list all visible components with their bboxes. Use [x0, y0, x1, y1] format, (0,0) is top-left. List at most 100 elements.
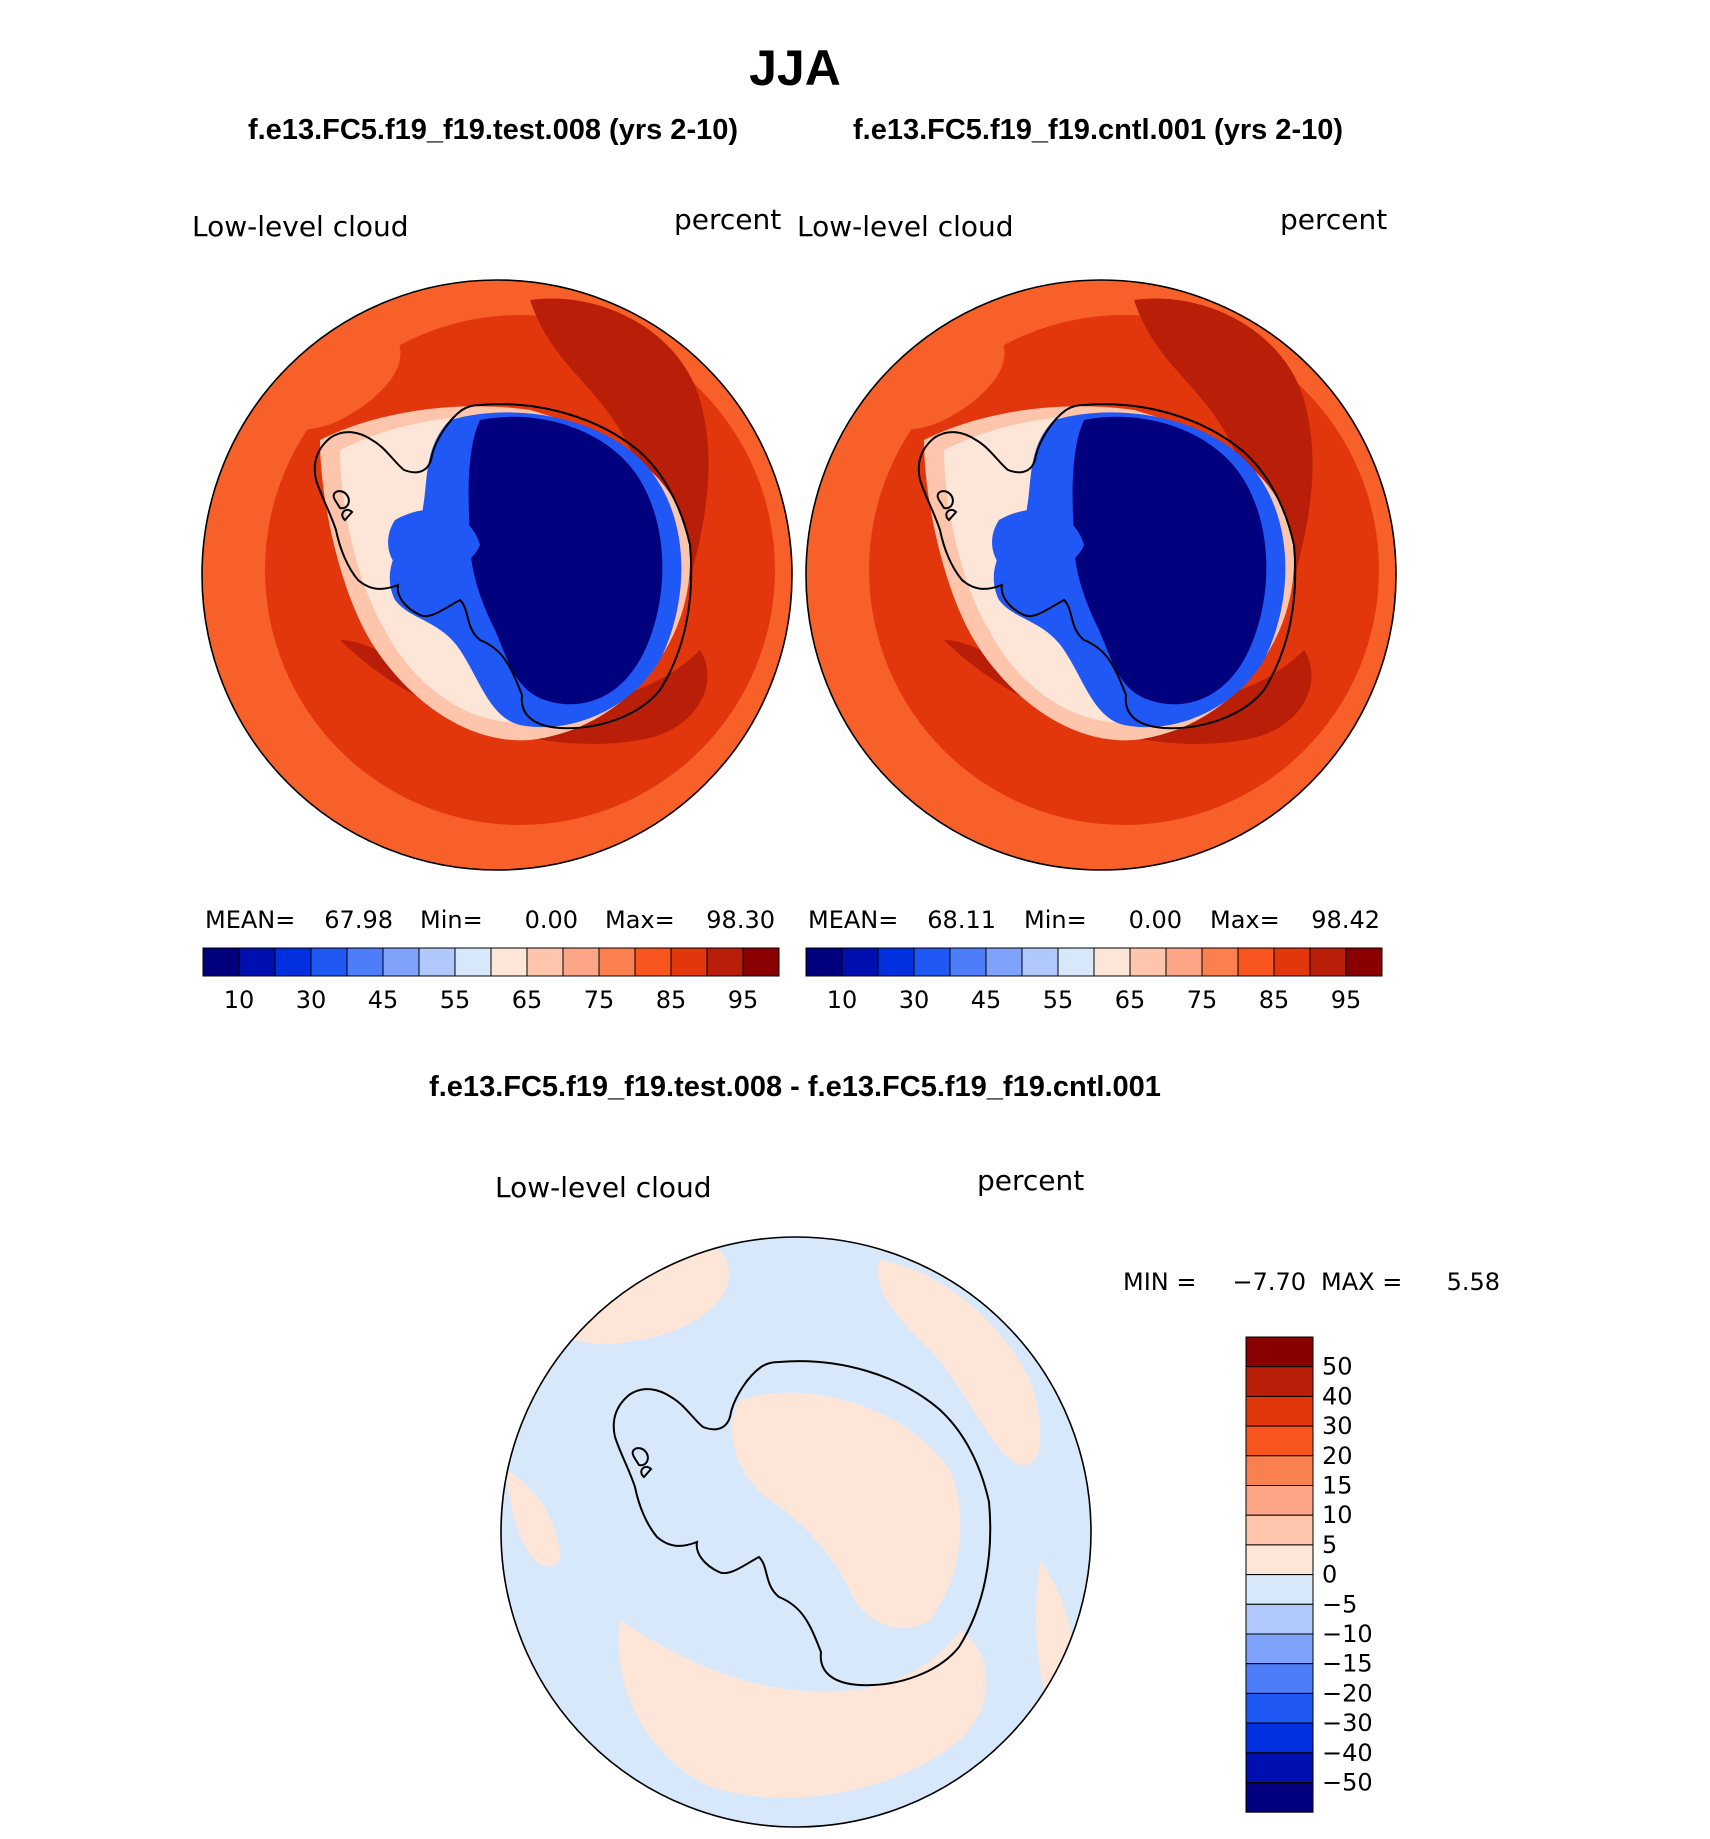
colorbar-diff-swatch — [1245, 1574, 1314, 1605]
colorbar-right-tick-label: 10 — [827, 986, 858, 1014]
diff-stats: MIN = −7.70 MAX = 5.58 — [1123, 1268, 1500, 1296]
colorbar-diff-tick-label: 30 — [1322, 1412, 1353, 1440]
colorbar-diff-tick-label: −15 — [1322, 1650, 1373, 1678]
colorbar-left-swatch — [706, 947, 744, 977]
colorbar-right-swatch — [913, 947, 951, 977]
colorbar-right-swatch — [1201, 947, 1239, 977]
colorbar-right-tick-label: 75 — [1187, 986, 1218, 1014]
colorbar-diff-tick-label: 15 — [1322, 1472, 1353, 1500]
colorbar-left-swatch — [562, 947, 600, 977]
colorbar-diff-tick-label: −50 — [1322, 1769, 1373, 1797]
map-left-field — [202, 280, 792, 870]
colorbar-right-swatch — [841, 947, 879, 977]
panel-left-case-title: f.e13.FC5.f19_f19.test.008 (yrs 2-10) — [248, 114, 738, 146]
map-right-coastline — [917, 403, 1297, 730]
colorbar-right-swatch — [1057, 947, 1095, 977]
left-max-label: Max= — [605, 906, 675, 934]
colorbar-left-swatch — [202, 947, 240, 977]
colorbar-left-swatch — [274, 947, 312, 977]
colorbar-right-swatch — [1021, 947, 1059, 977]
colorbar-left-swatch — [310, 947, 348, 977]
colorbar-right-tick-label: 30 — [899, 986, 930, 1014]
colorbar-right-tick-label: 85 — [1259, 986, 1290, 1014]
colorbar-diff-tick-label: 0 — [1322, 1561, 1337, 1589]
colorbar-right-tick-label: 55 — [1043, 986, 1074, 1014]
colorbar-right-swatch — [949, 947, 987, 977]
colorbar-left-swatch — [418, 947, 456, 977]
right-mean-value: 68.11 — [927, 906, 996, 934]
colorbar-diff-swatch — [1245, 1455, 1314, 1487]
colorbar-left-tick-label: 30 — [296, 986, 327, 1014]
colorbar-diff-tick-label: −10 — [1322, 1620, 1373, 1648]
right-max-label: Max= — [1210, 906, 1280, 934]
colorbar-right-swatch — [1165, 947, 1203, 977]
colorbar-right-swatch — [985, 947, 1023, 977]
colorbar-left-swatch — [454, 947, 492, 977]
right-max-value: 98.42 — [1311, 906, 1380, 934]
colorbar-diff-swatch — [1245, 1603, 1314, 1635]
colorbar-diff-swatch — [1245, 1663, 1314, 1694]
colorbar-right-swatch — [1273, 947, 1311, 977]
left-min-label: Min= — [420, 906, 483, 934]
map-diff — [500, 1236, 1092, 1828]
right-min-label: Min= — [1024, 906, 1087, 934]
panel-right-units: percent — [1280, 203, 1387, 236]
colorbar-diff-tick-label: −20 — [1322, 1679, 1373, 1707]
colorbar-left-swatch — [742, 947, 780, 977]
colorbar-left-swatch — [634, 947, 672, 977]
colorbar-left-swatch — [526, 947, 564, 977]
map-right-boundary — [805, 279, 1397, 871]
colorbar-right-swatch — [1129, 947, 1167, 977]
map-right — [805, 279, 1397, 871]
colorbar-diff-tick-label: 40 — [1322, 1382, 1353, 1410]
colorbar-right-swatch — [877, 947, 915, 977]
colorbar-right-swatch — [1345, 947, 1383, 977]
colorbar-diff-tick-label: 20 — [1322, 1442, 1353, 1470]
colorbar-diff-tick-label: 10 — [1322, 1501, 1353, 1529]
panel-right-variable: Low-level cloud — [797, 210, 1014, 243]
colorbar-diff-tick-label: −5 — [1322, 1590, 1357, 1618]
colorbar-left-tick-label: 55 — [440, 986, 471, 1014]
colorbar-left-tick-label: 65 — [512, 986, 543, 1014]
map-diff-boundary — [500, 1236, 1092, 1828]
diff-max-label: MAX = — [1321, 1268, 1402, 1296]
colorbar-left-tick-label: 10 — [224, 986, 255, 1014]
panel-right-stats: MEAN= 68.11 Min= 0.00 Max= 98.42 — [808, 906, 1380, 934]
colorbar-left-tick-label: 85 — [656, 986, 687, 1014]
colorbar-diff-swatch — [1245, 1633, 1314, 1665]
panel-left-variable: Low-level cloud — [192, 210, 409, 243]
colorbar-right-swatch — [1309, 947, 1347, 977]
colorbar-diff-tick-label: 50 — [1322, 1353, 1353, 1381]
colorbar-left-swatch — [238, 947, 276, 977]
colorbar-diff-tick-label: −30 — [1322, 1709, 1373, 1737]
panel-right-case-title: f.e13.FC5.f19_f19.cntl.001 (yrs 2-10) — [853, 114, 1343, 146]
colorbar-left-swatch — [670, 947, 708, 977]
colorbar-diff-swatch — [1245, 1722, 1314, 1754]
diff-min-label: MIN = — [1123, 1268, 1196, 1296]
colorbar-left-swatch — [346, 947, 384, 977]
right-min-value: 0.00 — [1129, 906, 1182, 934]
colorbar-diff-swatch — [1245, 1752, 1314, 1784]
left-min-value: 0.00 — [525, 906, 578, 934]
colorbar-diff-swatch — [1245, 1514, 1314, 1546]
colorbar-left-swatch — [598, 947, 636, 977]
colorbar-diff-tick-label: −40 — [1322, 1739, 1373, 1767]
diff-max-value: 5.58 — [1447, 1268, 1500, 1296]
colorbar-left-tick-label: 95 — [728, 986, 759, 1014]
colorbar-diff-swatch — [1245, 1395, 1314, 1427]
diff-units: percent — [977, 1164, 1084, 1197]
right-mean-label: MEAN= — [808, 906, 898, 934]
colorbar-diff-swatch — [1245, 1692, 1314, 1724]
colorbar-right-swatch — [1093, 947, 1131, 977]
map-left-boundary — [201, 279, 793, 871]
colorbar-right-tick-label: 65 — [1115, 986, 1146, 1014]
left-mean-value: 67.98 — [324, 906, 393, 934]
diff-title: f.e13.FC5.f19_f19.test.008 - f.e13.FC5.f… — [429, 1071, 1161, 1103]
left-max-value: 98.30 — [706, 906, 775, 934]
panel-left-units: percent — [674, 203, 781, 236]
panel-left-stats: MEAN= 67.98 Min= 0.00 Max= 98.30 — [205, 906, 775, 934]
colorbar-diff-swatch — [1245, 1366, 1314, 1397]
colorbar-diff-swatch — [1245, 1485, 1314, 1516]
